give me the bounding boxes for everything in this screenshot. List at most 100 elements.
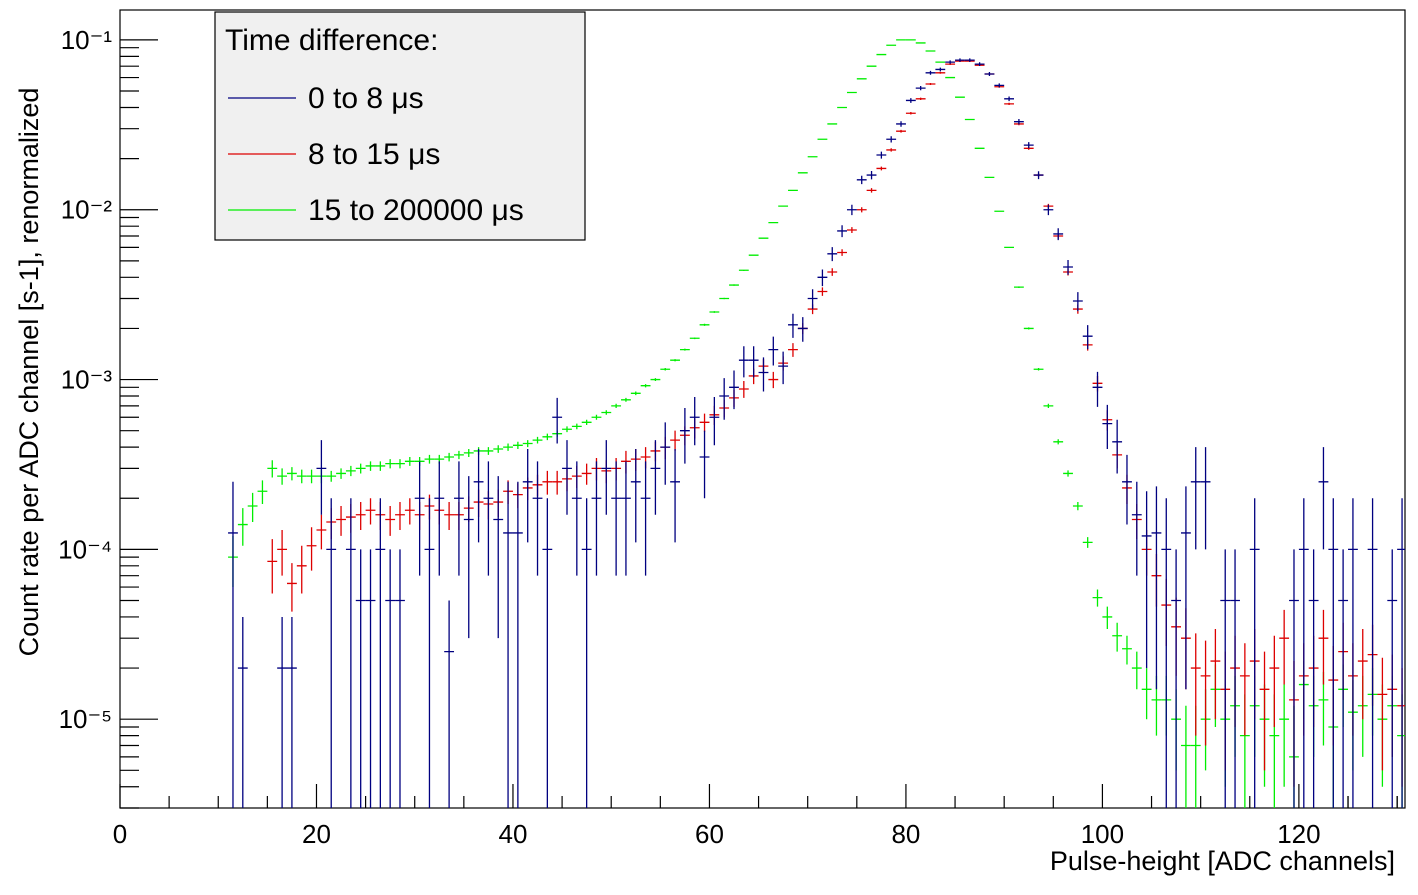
error-bar-point — [277, 530, 288, 576]
error-bar-point — [571, 461, 582, 576]
error-bar-point — [503, 481, 513, 808]
error-bar-point — [404, 456, 415, 466]
error-bar-point — [679, 348, 690, 351]
error-bar-point — [1072, 502, 1083, 511]
error-bar-point — [974, 147, 985, 149]
error-bar-point — [483, 447, 494, 455]
error-bar-point — [1200, 640, 1211, 746]
error-bar-point — [1220, 549, 1231, 808]
error-bar-point — [670, 430, 680, 451]
error-bar-point — [522, 449, 533, 543]
error-bar-point — [1318, 447, 1329, 550]
error-bar-point — [296, 545, 307, 594]
error-bar-point — [404, 498, 415, 525]
error-bar-point — [1181, 486, 1191, 690]
error-bar-point — [670, 359, 680, 362]
error-bar-point — [1102, 404, 1113, 450]
x-axis-title: Pulse-height [ADC channels] — [1050, 846, 1395, 876]
error-bar-point — [483, 461, 494, 576]
y-tick-label: 10⁻¹ — [61, 25, 113, 55]
error-bar-point — [984, 176, 995, 179]
error-bar-point — [512, 481, 523, 808]
error-bar-point — [365, 549, 376, 808]
error-bar-point — [886, 148, 897, 152]
error-bar-point — [807, 289, 818, 310]
error-bar-point — [650, 440, 661, 515]
error-bar-point — [984, 72, 995, 76]
legend: Time difference: 0 to 8 μs 8 to 15 μs 15 t… — [214, 11, 586, 241]
error-bar-point — [1230, 549, 1240, 808]
error-bar-point — [945, 60, 956, 64]
error-bar-point — [571, 423, 582, 430]
error-bar-point — [1053, 228, 1064, 241]
error-bar-point — [964, 118, 975, 121]
error-bar-point — [974, 62, 985, 67]
error-bar-point — [660, 422, 671, 485]
error-bar-point — [915, 97, 926, 100]
error-bar-point — [581, 419, 592, 425]
error-bar-point — [1122, 454, 1132, 525]
error-bar-point — [542, 498, 553, 808]
error-bar-point — [1014, 286, 1024, 289]
error-bar-point — [1102, 606, 1113, 629]
error-bar-point — [345, 465, 356, 477]
error-bar-point — [1249, 498, 1260, 808]
error-bar-point — [463, 476, 474, 639]
legend-title: Time difference: — [225, 24, 438, 57]
error-bar-point — [1190, 447, 1201, 550]
error-bar-point — [1318, 609, 1329, 685]
error-bar-point — [257, 480, 268, 505]
error-bar-point — [837, 225, 847, 238]
error-bar-point — [778, 351, 789, 385]
error-bar-point — [355, 463, 366, 474]
error-bar-point — [365, 461, 376, 471]
error-bar-point — [237, 508, 248, 546]
error-bar-point — [355, 549, 366, 808]
error-bar-point — [493, 445, 504, 453]
error-bar-point — [473, 449, 484, 543]
error-bar-point — [267, 460, 278, 478]
x-tick-label: 0 — [113, 819, 127, 849]
error-bar-point — [797, 172, 808, 174]
error-bar-point — [630, 391, 641, 396]
error-bar-point — [915, 86, 926, 91]
error-bar-point — [807, 156, 818, 158]
error-bar-point — [1131, 651, 1142, 690]
error-bar-point — [827, 268, 838, 276]
error-bar-point — [748, 254, 759, 256]
legend-label: 8 to 15 μs — [308, 138, 440, 171]
y-tick-label: 10⁻² — [61, 195, 113, 225]
error-bar-point — [395, 549, 405, 808]
error-bar-point — [267, 539, 278, 594]
error-bar-point — [788, 343, 798, 357]
error-bar-point — [1298, 498, 1309, 808]
error-bar-point — [1072, 292, 1083, 312]
error-bar-point — [503, 443, 513, 451]
error-bar-point — [1338, 549, 1349, 808]
error-bar-point — [621, 461, 631, 576]
error-bar-point — [896, 129, 906, 133]
error-bar-point — [1171, 549, 1182, 808]
y-tick-label: 10⁻³ — [61, 365, 113, 395]
error-bar-point — [788, 189, 798, 192]
error-bar-point — [768, 221, 779, 224]
error-bar-point — [1082, 325, 1093, 350]
error-bar-point — [925, 82, 936, 86]
error-bar-point — [522, 440, 533, 448]
error-bar-point — [955, 58, 965, 62]
error-bar-point — [1151, 486, 1162, 690]
error-bar-point — [454, 461, 464, 576]
error-bar-point — [1279, 609, 1290, 685]
error-bar-point — [1141, 491, 1152, 669]
error-bar-point — [1141, 668, 1152, 720]
error-bar-point — [768, 336, 779, 366]
error-bar-point — [837, 249, 847, 256]
error-bar-point — [817, 269, 828, 287]
error-bar-point — [1190, 633, 1201, 736]
error-bar-point — [581, 498, 592, 808]
error-bar-point — [1289, 549, 1299, 808]
x-tick-label: 60 — [695, 819, 724, 849]
error-bar-point — [1259, 651, 1270, 771]
marks — [228, 39, 1405, 808]
